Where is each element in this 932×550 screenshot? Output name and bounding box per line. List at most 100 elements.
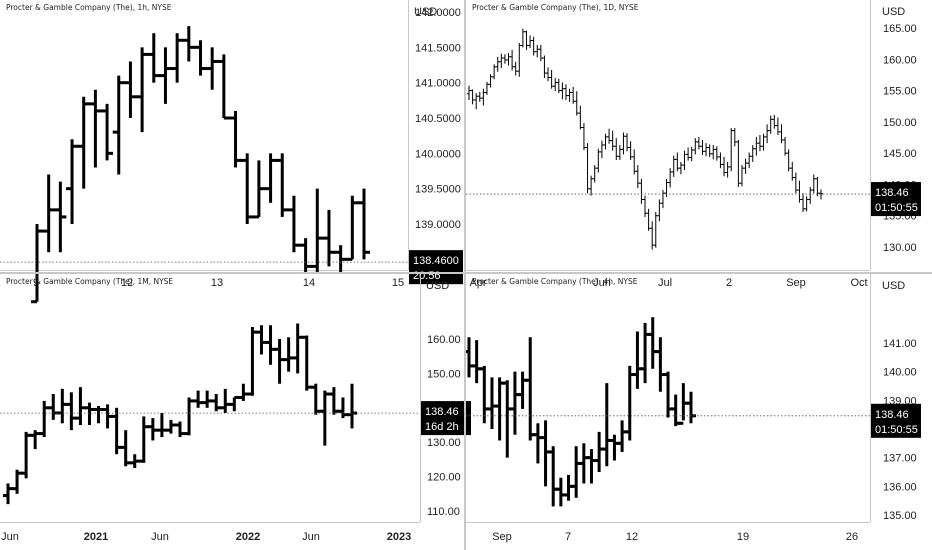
chart3-last-price-box: [421, 401, 471, 436]
chart1-ytick-label: 139.5000: [415, 184, 461, 196]
chart2-ohlc-bar: [707, 144, 712, 157]
chart4-ytick-label: 135.00: [883, 510, 917, 522]
chart2-ohlc-bar: [617, 145, 622, 161]
chart2-ohlc-bar: [499, 53, 504, 69]
chart1-ohlc-bar: [206, 47, 219, 90]
chart3-ohlc-bar: [138, 416, 149, 463]
chart1-title: Procter & Gamble Company (The), 1h, NYSE: [6, 3, 172, 12]
chart1-ohlc-bar: [334, 245, 347, 274]
chart2-ohlc-bar: [549, 69, 554, 89]
chart3-ohlc-bar: [120, 430, 131, 467]
chart2-title: Procter & Gamble Company (The), 1D, NYSE: [472, 3, 639, 12]
chart2-ohlc-bar: [793, 172, 798, 194]
chart3-ohlc-bar: [301, 335, 312, 391]
chart1-ohlc-bar: [276, 153, 289, 217]
chart2-ohlc-bar: [643, 195, 647, 217]
chart2-ohlc-bar: [736, 140, 741, 187]
chart2-ylabel: USD: [882, 6, 905, 18]
chart2-ohlc-bar: [571, 86, 576, 104]
chart3-ohlc-bar: [238, 383, 249, 401]
chart4-xtick-label: 12: [626, 531, 638, 543]
chart3-ohlc-bar: [66, 392, 77, 431]
chart3-ohlc-bar: [30, 430, 41, 450]
chart3-ohlc-bar: [247, 326, 258, 396]
chart2-xtick-label: Jul: [658, 277, 672, 289]
chart2-ohlc-bar: [811, 174, 816, 194]
chart4-ytick-label: 136.00: [883, 481, 917, 493]
chart2-ohlc-bar: [783, 136, 788, 156]
chart1-ohlc-bar: [101, 103, 114, 161]
chart2-ohlc-bar: [689, 146, 694, 162]
chart4-ohlc-bar: [647, 317, 658, 369]
chart1-ohlc-bar: [194, 40, 207, 76]
chart2-last-price-label: 138.46: [875, 187, 909, 199]
chart4-last-price-box: [871, 403, 921, 438]
chart2-ohlc-bar: [488, 74, 493, 88]
chart4-xtick-label: 7: [565, 531, 571, 543]
chart2-ohlc-bar: [747, 152, 752, 169]
chart4-ohlc-bar: [571, 446, 582, 498]
chart3-ohlc-bar: [319, 390, 330, 446]
horizontal-divider[interactable]: [0, 272, 932, 274]
chart2-ohlc-bar: [757, 134, 762, 152]
chart2-ohlc-bar: [599, 140, 604, 159]
chart3-ohlc-bar: [328, 387, 339, 415]
chart4-countdown-label: 01:50:55: [875, 424, 918, 436]
chart4-ohlc-bar: [494, 377, 505, 441]
chart4-ohlc-bar: [525, 337, 536, 441]
chart2-ohlc-bar: [502, 54, 507, 64]
chart2-ohlc-bar: [535, 44, 540, 58]
chart3-ohlc-bar: [102, 404, 113, 429]
chart2-ohlc-bar: [628, 141, 633, 161]
chart2-ohlc-bar: [743, 158, 748, 174]
chart2-ohlc-bar: [718, 152, 723, 169]
chart1-ohlc-bar: [217, 54, 230, 120]
chart1-ohlc-bar: [77, 96, 90, 189]
chart2-ohlc-bar: [668, 168, 673, 188]
chart2-ohlc-bar: [696, 136, 701, 150]
vertical-divider[interactable]: [464, 0, 466, 550]
chart4-ohlc-bar: [640, 322, 651, 384]
chart4-ohlc-bar: [486, 377, 497, 429]
chart2-ohlc-bar: [546, 67, 551, 82]
chart2-ohlc-bar: [470, 89, 475, 105]
chart3-ohlc-bar: [337, 397, 348, 419]
chart2-ohlc-bar: [578, 105, 583, 130]
chart2-ytick-label: 165.00: [883, 23, 917, 35]
chart3-ohlc-bar: [347, 383, 357, 429]
chart4-ohlc-bar: [609, 434, 620, 461]
chart4-ohlc-bar: [502, 380, 513, 458]
chart1-ytick-label: 142.0000: [415, 7, 461, 19]
chart4-ohlc-bar: [686, 391, 696, 424]
chart1-xtick-label: 14: [303, 277, 315, 289]
chart4-ohlc-bar: [663, 371, 674, 418]
chart2-ohlc-bar: [678, 161, 683, 175]
chart3-ohlc-bar: [75, 387, 86, 425]
chart3-ohlc-bar: [292, 323, 303, 374]
chart2-ohlc-bar: [556, 78, 561, 94]
chart1-ohlc-bar: [264, 153, 277, 203]
chart2-ohlc-bar: [704, 143, 709, 157]
chart1-ohlc-bar: [147, 33, 160, 83]
chart3-ohlc-bar: [12, 469, 23, 494]
chart4-ohlc-bar: [479, 365, 490, 424]
chart2-ohlc-bar: [790, 161, 795, 181]
chart2-ohlc-bar: [714, 146, 719, 161]
chart2-ohlc-bar: [495, 56, 500, 72]
chart2-ohlc-bar: [768, 115, 773, 134]
chart1-ohlc-bar: [42, 174, 55, 253]
chart2-ohlc-bar: [517, 43, 522, 77]
chart2-ohlc-bar: [657, 199, 662, 222]
chart2-ohlc-bar: [653, 211, 658, 248]
chart2-ohlc-bar: [693, 138, 698, 155]
chart3-ohlc-bar: [193, 390, 204, 408]
chart4-ohlc-bar: [655, 337, 666, 392]
chart4-ohlc-bar: [586, 449, 597, 484]
chart1-ohlc-bar: [299, 238, 312, 274]
chart1-ohlc-bar: [287, 195, 300, 253]
chart4-ytick-label: 141.00: [883, 338, 917, 350]
chart2-ohlc-bar: [682, 150, 687, 171]
chart3-ohlc-bar: [165, 419, 176, 434]
chart2-ohlc-bar: [646, 208, 651, 231]
